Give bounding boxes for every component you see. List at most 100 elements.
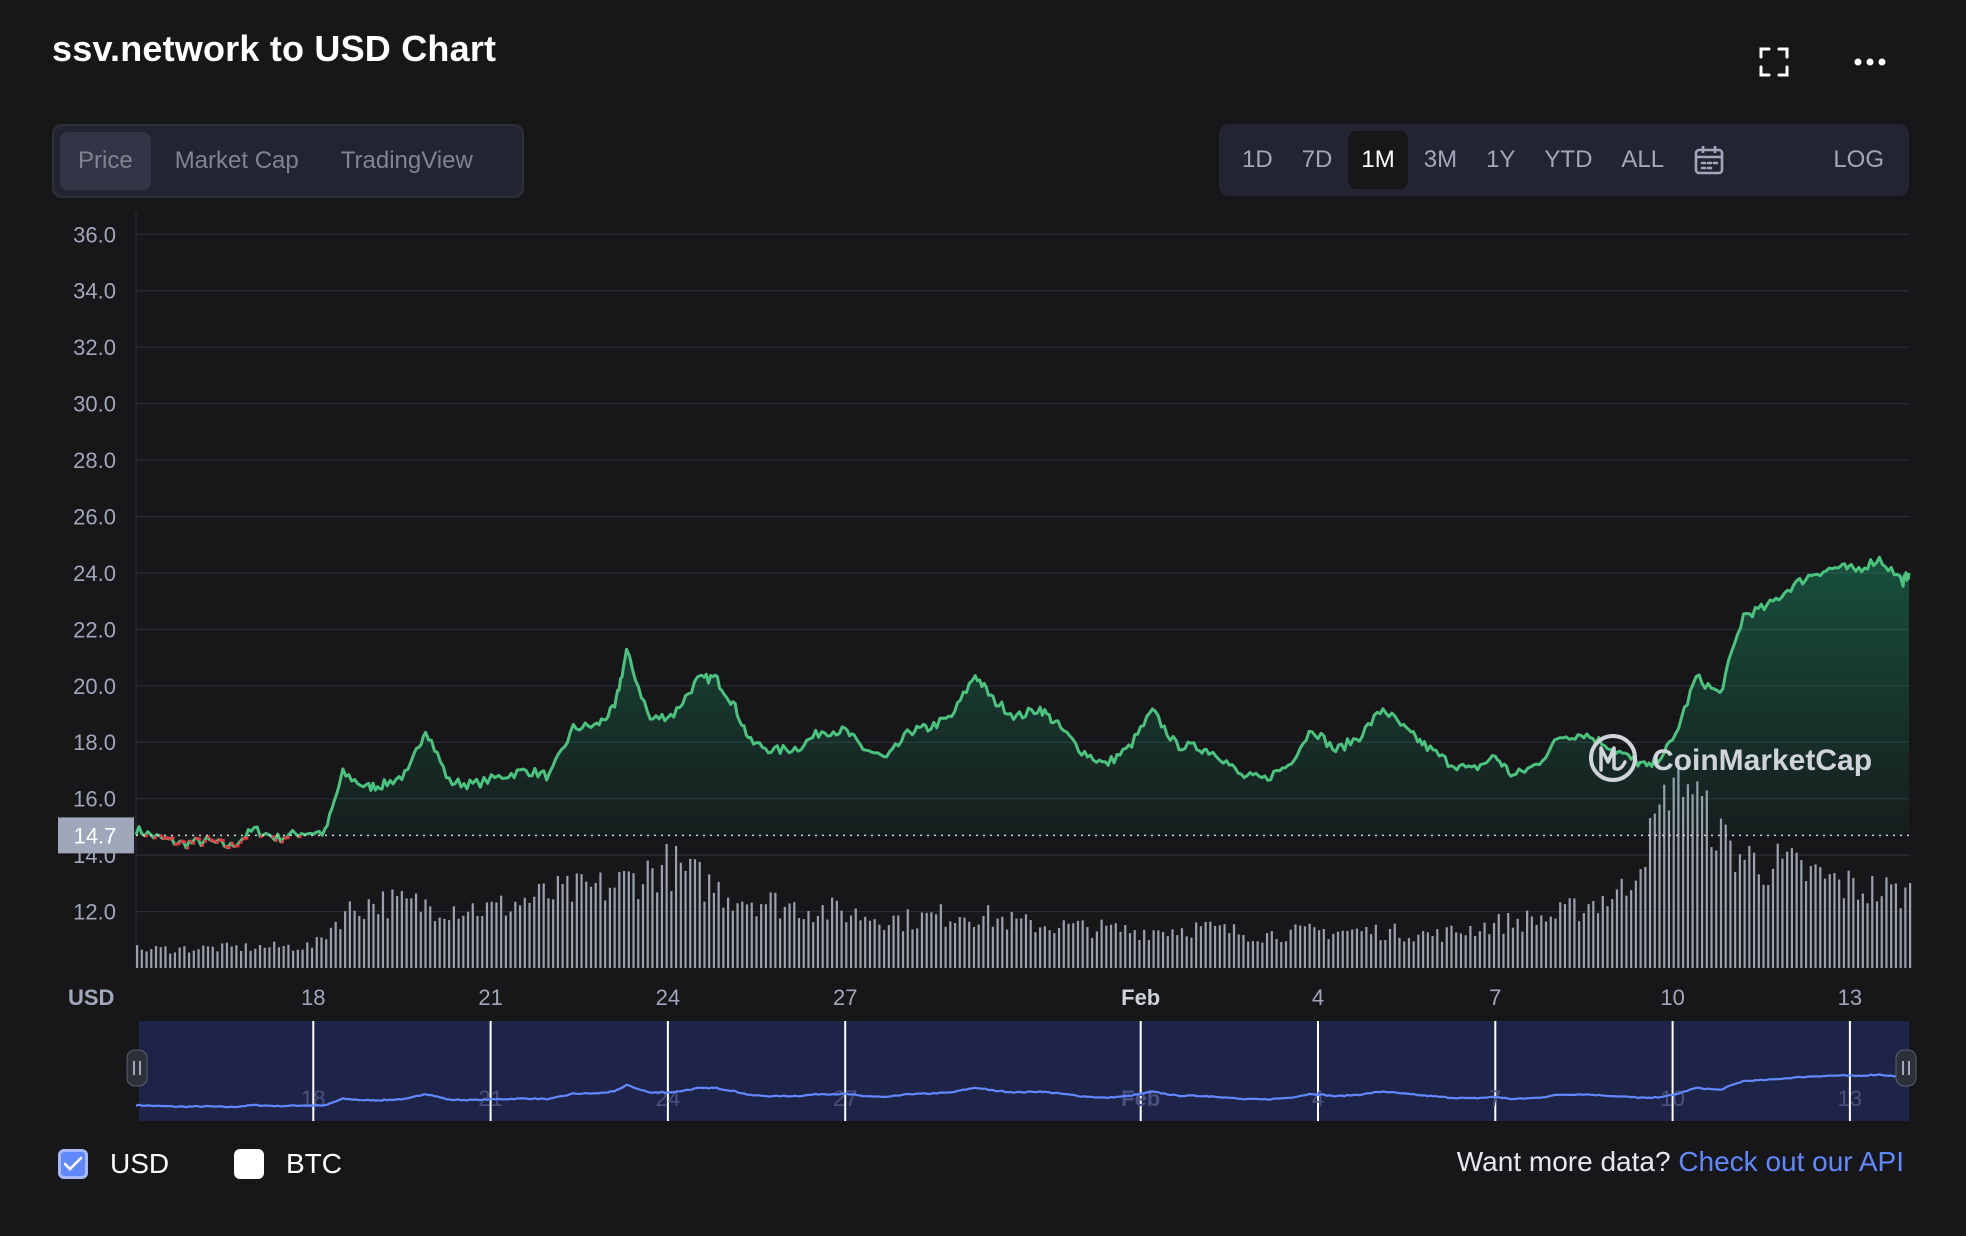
navigator-handle-right[interactable] xyxy=(1895,1049,1917,1087)
volume-bar xyxy=(674,845,678,968)
usd-toggle[interactable]: USD xyxy=(58,1148,169,1180)
range-3m[interactable]: 3M xyxy=(1423,146,1458,173)
volume-bar xyxy=(627,871,630,968)
volume-bar xyxy=(282,946,285,968)
fullscreen-button[interactable] xyxy=(1750,38,1798,86)
navigator-tick-label: 24 xyxy=(656,1086,680,1111)
range-7d[interactable]: 7D xyxy=(1301,146,1333,173)
volume-bar xyxy=(1143,929,1146,968)
volume-bar xyxy=(826,919,829,968)
btc-checkbox[interactable] xyxy=(234,1149,264,1179)
volume-bar xyxy=(1133,930,1136,968)
y-tick-label: 16.0 xyxy=(73,787,116,812)
volume-bar xyxy=(1781,858,1784,968)
volume-bar xyxy=(868,920,872,968)
range-ytd[interactable]: YTD xyxy=(1544,146,1593,173)
volume-bar xyxy=(570,901,574,968)
volume-bar xyxy=(1540,915,1543,968)
volume-bar xyxy=(429,906,432,968)
volume-bar xyxy=(1592,901,1595,968)
volume-bar xyxy=(1568,898,1571,968)
tab-tradingview[interactable]: TradingView xyxy=(340,147,473,174)
volume-bar xyxy=(1762,884,1765,968)
volume-bar xyxy=(1653,813,1656,968)
volume-bar xyxy=(925,912,928,968)
volume-bar xyxy=(277,947,281,968)
btc-toggle[interactable]: BTC xyxy=(234,1148,342,1180)
volume-bar xyxy=(1081,920,1084,968)
volume-bar xyxy=(1459,933,1463,968)
volume-bar xyxy=(1620,878,1623,968)
navigator-handle-left[interactable] xyxy=(126,1049,148,1087)
volume-bar xyxy=(717,881,720,968)
log-scale-toggle[interactable]: LOG xyxy=(1833,146,1884,173)
calendar-button[interactable] xyxy=(1680,131,1738,189)
volume-bar xyxy=(575,873,578,968)
volume-bar xyxy=(797,918,801,968)
range-1d[interactable]: 1D xyxy=(1242,146,1273,173)
volume-bar xyxy=(1885,877,1888,968)
volume-bar xyxy=(873,919,876,968)
volume-bar xyxy=(731,910,734,968)
volume-bar xyxy=(1185,936,1188,968)
volume-bar xyxy=(864,916,867,968)
range-1m[interactable]: 1M xyxy=(1348,131,1408,189)
volume-bar xyxy=(589,886,593,968)
page-title: ssv.network to USD Chart xyxy=(52,28,497,69)
volume-bar xyxy=(684,870,687,968)
volume-bar xyxy=(1336,931,1340,968)
volume-bar xyxy=(490,901,493,968)
volume-bar xyxy=(1634,880,1637,968)
volume-bar xyxy=(1157,930,1160,968)
volume-bar xyxy=(1663,784,1666,968)
volume-bar xyxy=(268,947,271,968)
volume-bar xyxy=(840,910,843,968)
volume-bar xyxy=(1422,931,1425,968)
navigator-tick-label: 10 xyxy=(1660,1086,1684,1111)
more-options-button[interactable] xyxy=(1846,38,1894,86)
volume-bar xyxy=(1710,847,1713,968)
volume-bar xyxy=(1573,898,1576,968)
usd-checkbox[interactable] xyxy=(58,1149,88,1179)
volume-bar xyxy=(150,949,153,968)
api-link[interactable]: Check out our API xyxy=(1678,1146,1904,1177)
volume-bar xyxy=(1067,923,1070,968)
range-1y[interactable]: 1Y xyxy=(1486,146,1516,173)
volume-bar xyxy=(1299,925,1302,968)
volume-bar xyxy=(935,914,938,968)
volume-bar xyxy=(1771,868,1775,968)
range-all[interactable]: ALL xyxy=(1621,146,1665,173)
volume-bar xyxy=(258,944,262,968)
volume-bar xyxy=(901,931,905,968)
volume-bar xyxy=(552,899,555,968)
volume-bar xyxy=(1596,913,1600,968)
tab-market-cap[interactable]: Market Cap xyxy=(174,147,299,174)
volume-bar xyxy=(1119,931,1122,968)
volume-bar xyxy=(405,898,408,968)
volume-bar xyxy=(897,915,900,968)
volume-bar xyxy=(821,905,824,968)
y-tick-label: 36.0 xyxy=(73,222,116,247)
volume-bar xyxy=(306,942,309,968)
range-navigator[interactable]: 18 21 24 27 Feb 4 7 10 13 xyxy=(126,1021,1917,1121)
volume-bar xyxy=(1497,914,1500,968)
volume-bar xyxy=(939,904,942,968)
volume-bar xyxy=(1729,840,1732,968)
volume-bar xyxy=(1379,940,1382,968)
tab-price[interactable]: Price xyxy=(60,132,151,190)
x-tick-label: 18 xyxy=(301,985,325,1010)
volume-bar xyxy=(372,903,375,968)
volume-bar xyxy=(466,911,470,968)
volume-bar xyxy=(518,905,522,968)
volume-bar xyxy=(159,947,162,968)
volume-bar xyxy=(1109,924,1113,968)
volume-bar xyxy=(816,915,820,968)
volume-bar xyxy=(1852,878,1855,968)
volume-bar xyxy=(1251,941,1255,968)
volume-bar xyxy=(1024,914,1028,968)
api-prefix: Want more data? xyxy=(1456,1146,1671,1177)
volume-bar xyxy=(183,946,186,968)
volume-bar xyxy=(225,942,229,968)
volume-bar xyxy=(1639,869,1642,968)
volume-bar xyxy=(221,943,224,968)
